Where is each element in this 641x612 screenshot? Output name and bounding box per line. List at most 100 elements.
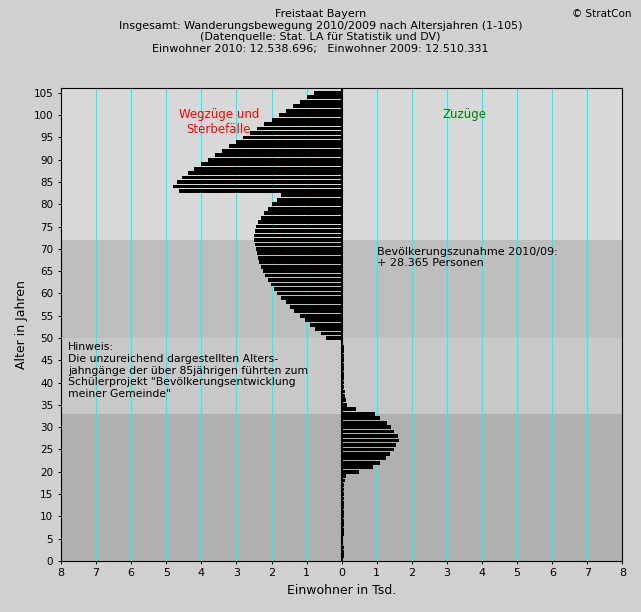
Bar [261,265,342,269]
Bar [342,398,346,402]
Y-axis label: Alter in Jahren: Alter in Jahren [15,280,28,369]
Bar [257,252,342,255]
Bar [342,443,396,447]
Bar [61,240,622,338]
Bar [342,394,345,398]
Bar [256,225,342,228]
Bar [342,541,344,545]
Bar [261,216,342,220]
Bar [342,514,344,518]
Bar [229,144,342,148]
Bar [342,371,344,376]
Bar [342,479,345,482]
Bar [342,345,344,349]
Bar [61,414,622,561]
Bar [294,309,342,313]
Bar [299,314,342,318]
Bar [290,305,342,308]
Bar [272,203,342,206]
Bar [173,185,342,188]
Bar [342,416,380,420]
Bar [265,211,342,215]
Bar [342,461,380,465]
Bar [342,483,344,487]
Bar [254,229,342,233]
Bar [277,198,342,202]
Bar [265,122,342,126]
Bar [305,318,342,322]
Bar [208,158,342,162]
Bar [342,354,344,357]
Bar [342,385,344,389]
Bar [279,113,342,117]
Bar [342,506,344,509]
Bar [342,430,394,433]
Bar [271,283,342,286]
Bar [310,323,342,327]
Bar [258,220,342,224]
Bar [342,363,344,367]
Bar [326,336,342,340]
Bar [313,91,342,95]
Bar [342,510,344,513]
Bar [306,95,342,99]
Bar [258,256,342,259]
Bar [244,136,342,140]
Bar [222,149,342,153]
Bar [342,554,344,558]
Bar [342,519,344,523]
Text: Wegzüge und
Sterbefälle: Wegzüge und Sterbefälle [179,108,259,136]
Bar [259,260,342,264]
Bar [342,537,344,540]
Bar [263,269,342,273]
Bar [342,501,344,505]
Bar [281,296,342,300]
Bar [342,340,344,345]
Bar [265,274,342,277]
Bar [342,545,344,550]
Bar [342,465,373,469]
Bar [281,193,342,197]
Bar [342,390,345,394]
Bar [61,89,622,240]
Bar [342,470,359,474]
Bar [342,550,344,554]
Bar [177,180,342,184]
Bar [215,154,342,157]
Bar [320,332,342,335]
Bar [188,171,342,175]
Bar [268,278,342,282]
Bar [342,421,387,425]
Bar [342,488,344,491]
Text: Freistaat Bayern
Insgesamt: Wanderungsbewegung 2010/2009 nach Altersjahren (1-10: Freistaat Bayern Insgesamt: Wanderungsbe… [119,9,522,54]
Bar [342,528,344,531]
Bar [342,359,344,362]
Text: Hinweis:
Die unzureichend dargestellten Alters-
jahngänge der über 85jährigen fü: Hinweis: Die unzureichend dargestellten … [68,343,308,399]
Bar [342,434,398,438]
Bar [61,338,622,414]
Bar [254,242,342,246]
Text: Zuzüge: Zuzüge [442,108,487,122]
Bar [258,127,342,130]
Bar [342,425,391,429]
Bar [342,474,346,478]
Bar [178,189,342,193]
Bar [272,118,342,122]
Bar [285,300,342,304]
Bar [194,166,342,171]
Bar [254,234,342,237]
Bar [278,291,342,296]
Bar [182,176,342,179]
Bar [342,412,375,416]
Bar [251,131,342,135]
Bar [342,452,390,456]
Bar [299,100,342,103]
Bar [342,349,344,353]
Bar [315,327,342,331]
Bar [342,376,344,380]
Bar [342,367,344,371]
Bar [292,105,342,108]
Bar [342,496,344,501]
Bar [201,162,342,166]
Bar [342,523,344,527]
